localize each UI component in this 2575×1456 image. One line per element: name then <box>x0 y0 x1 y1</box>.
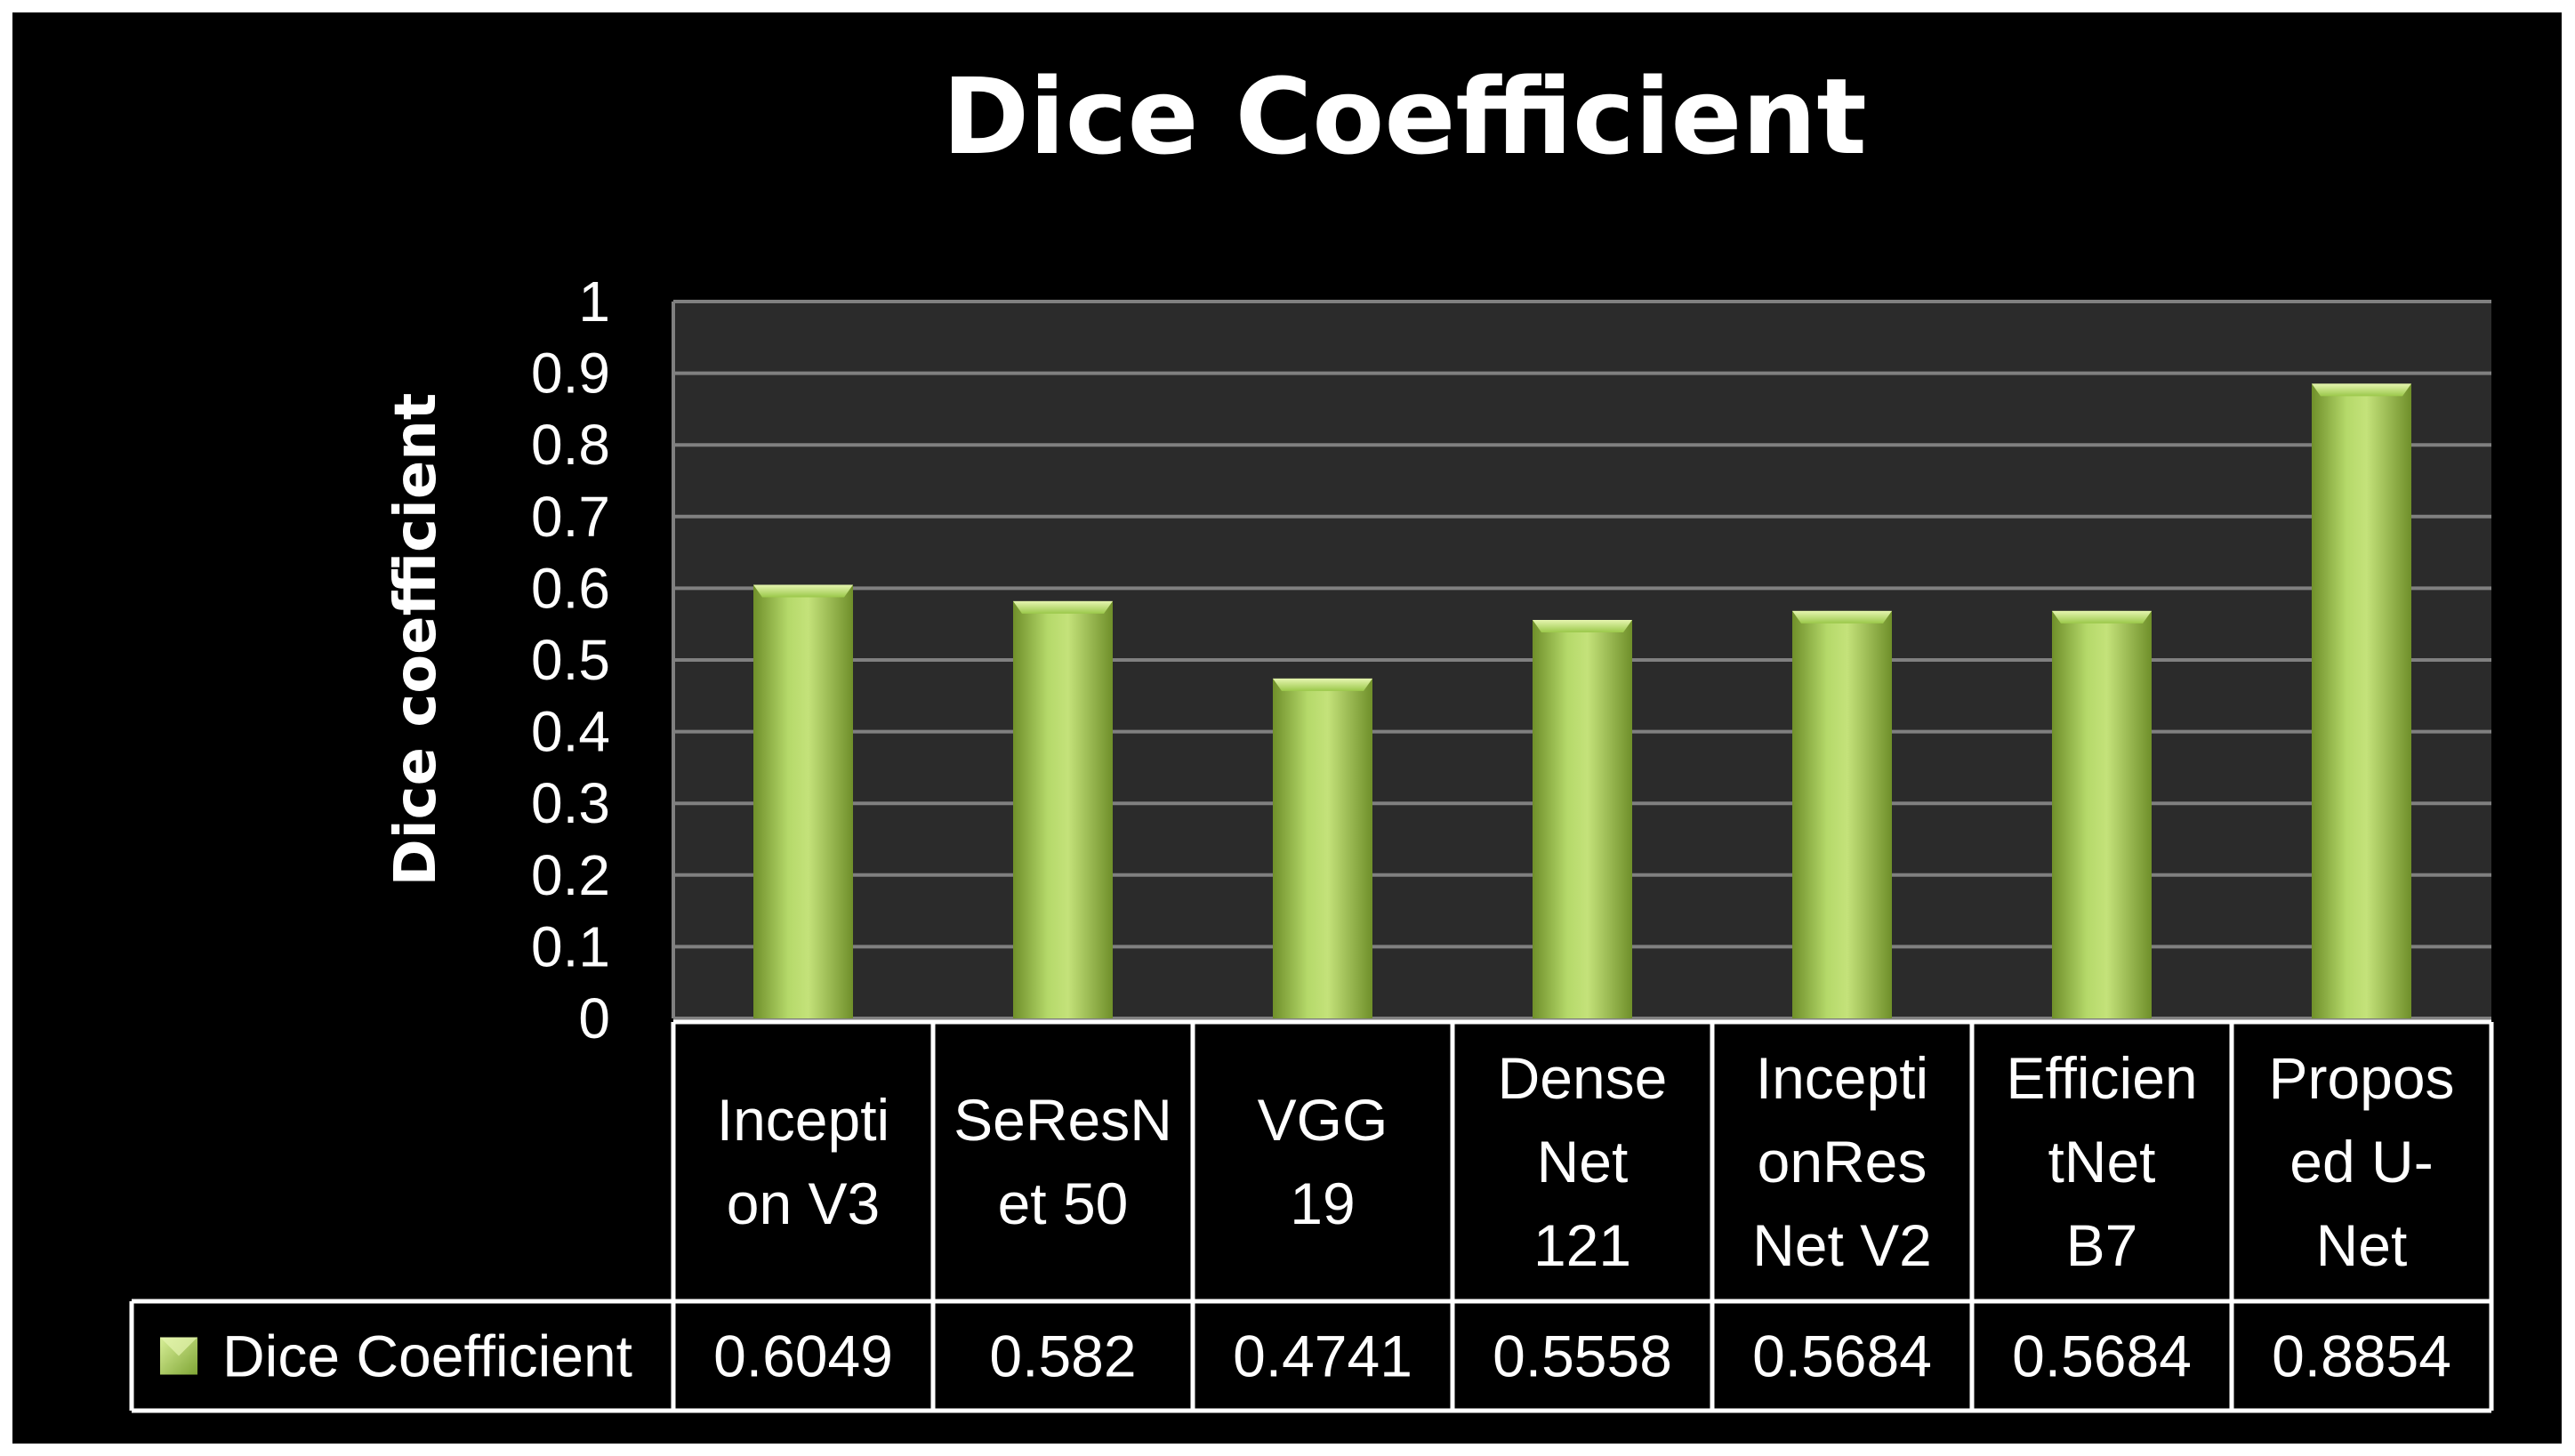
legend-key-highlight <box>160 1337 197 1356</box>
data-label: 0.582 <box>989 1323 1136 1389</box>
data-label: 0.4741 <box>1233 1323 1412 1389</box>
bar <box>1533 620 1632 1018</box>
bar <box>1013 600 1113 1018</box>
category-label: Propos ed U-Net <box>2268 1045 2454 1278</box>
y-tick-label: 0.2 <box>531 843 610 907</box>
y-tick-label: 0.9 <box>531 342 610 406</box>
category-label: Incepti on V3 <box>717 1087 889 1236</box>
y-tick-label: 0.5 <box>531 628 610 692</box>
bar-body <box>1533 620 1632 1018</box>
bar-body <box>753 584 853 1018</box>
legend-series-name: Dice Coefficient <box>222 1323 632 1389</box>
y-tick-label: 0.4 <box>531 700 610 764</box>
y-tick-label: 0.3 <box>531 771 610 835</box>
bar-cap <box>753 584 853 598</box>
legend-key-icon <box>160 1337 197 1375</box>
bar-cap <box>1533 620 1632 633</box>
category-label: VGG 19 <box>1258 1087 1388 1236</box>
data-label: 0.8854 <box>2272 1323 2451 1389</box>
y-axis-ticks: 0 0.1 0.2 0.3 0.4 0.5 0.6 0.7 0.8 0.9 1 <box>531 269 610 1050</box>
bar <box>1273 678 1372 1018</box>
data-label: 0.5558 <box>1493 1323 1672 1389</box>
bar-cap <box>2052 610 2152 623</box>
bar <box>753 584 853 1018</box>
y-tick-label: 1 <box>578 269 610 334</box>
bar-cap <box>1792 610 1892 623</box>
category-label: Incepti onRes Net V2 <box>1752 1045 1932 1278</box>
bar <box>2312 383 2411 1018</box>
bar-body <box>1792 610 1892 1018</box>
y-tick-label: 0.1 <box>531 914 610 978</box>
bar-cap <box>2312 383 2411 397</box>
y-tick-label: 0.7 <box>531 485 610 549</box>
data-table: Incepti on V3 SeResN et 50 VGG 19 Dense Net 121 I… <box>129 1019 2494 1413</box>
bar <box>2052 610 2152 1018</box>
bar-body <box>2312 383 2411 1018</box>
bars <box>753 383 2411 1018</box>
y-axis-label: Dice coefficient <box>383 393 449 887</box>
bar-body <box>1273 678 1372 1018</box>
y-tick-label: 0 <box>578 986 610 1050</box>
chart-svg: Dice Coefficient Dice coefficient 0 0.1 0.… <box>129 55 2494 1413</box>
chart-frame: Dice Coefficient Dice coefficient 0 0.1 0.… <box>12 12 2562 1444</box>
category-label: Dense Net 121 <box>1498 1045 1668 1278</box>
chart-title: Dice Coefficient <box>942 55 1867 178</box>
bar-body <box>2052 610 2152 1018</box>
bar-body <box>1013 600 1113 1018</box>
data-label: 0.5684 <box>2012 1323 2192 1389</box>
bar-cap <box>1273 678 1372 691</box>
data-label: 0.5684 <box>1752 1323 1932 1389</box>
bar <box>1792 610 1892 1018</box>
category-label: SeResN et 50 <box>954 1087 1172 1236</box>
bar-cap <box>1013 600 1113 614</box>
y-tick-label: 0.6 <box>531 556 610 620</box>
y-tick-label: 0.8 <box>531 413 610 477</box>
category-label: Efficien tNet B7 <box>2006 1045 2197 1278</box>
data-label: 0.6049 <box>713 1323 893 1389</box>
